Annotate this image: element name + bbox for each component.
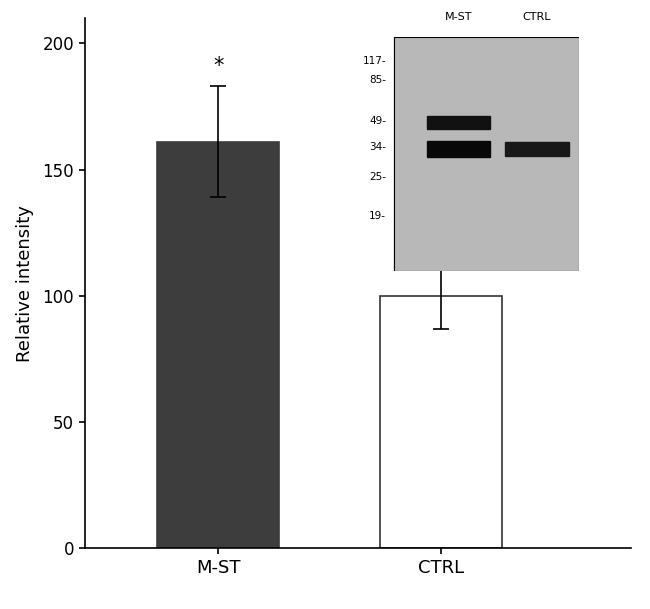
Text: 19-: 19- <box>369 211 386 221</box>
Bar <box>427 116 489 128</box>
Bar <box>157 142 280 548</box>
Bar <box>504 142 569 156</box>
Text: 34-: 34- <box>369 142 386 152</box>
Bar <box>394 37 578 271</box>
Text: 117-: 117- <box>362 56 386 66</box>
Text: M-ST: M-ST <box>445 12 472 23</box>
Text: CTRL: CTRL <box>523 12 551 23</box>
Text: 85-: 85- <box>369 75 386 85</box>
Bar <box>380 296 502 548</box>
Text: 25-: 25- <box>369 172 386 182</box>
Bar <box>427 141 489 157</box>
Text: 49-: 49- <box>369 116 386 126</box>
Bar <box>394 37 578 271</box>
Text: *: * <box>213 56 224 76</box>
Y-axis label: Relative intensity: Relative intensity <box>16 205 34 362</box>
